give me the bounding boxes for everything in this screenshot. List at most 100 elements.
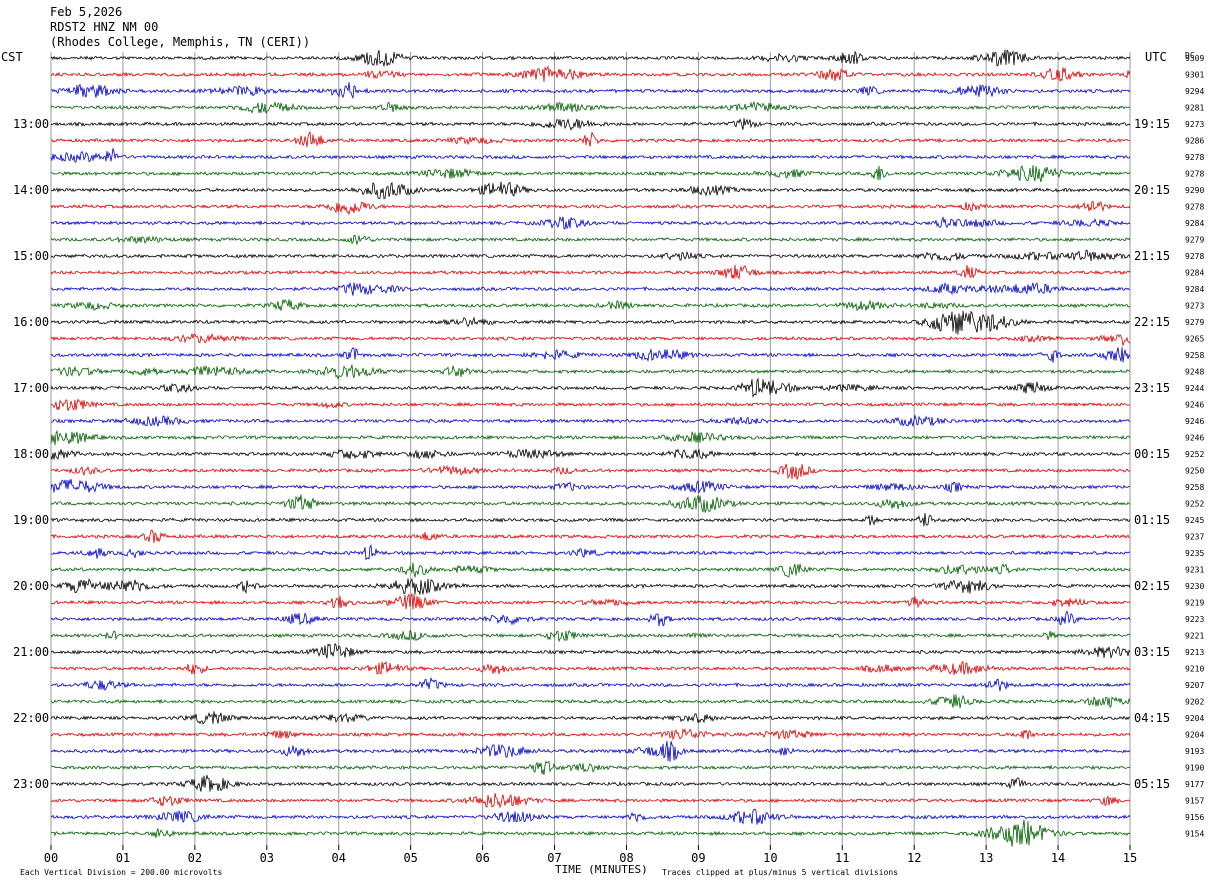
seismic-trace bbox=[50, 494, 1131, 513]
dc-offset-label: 9284 bbox=[1185, 269, 1204, 278]
x-tick-label: 06 bbox=[475, 851, 489, 865]
left-hour-label: 14:00 bbox=[13, 183, 49, 197]
seismic-trace bbox=[50, 65, 1131, 83]
header-station: RDST2 HNZ NM 00 bbox=[50, 20, 158, 34]
x-axis-title: TIME (MINUTES) bbox=[555, 863, 648, 876]
dc-offset-label: 9246 bbox=[1185, 417, 1204, 426]
x-tick-label: 11 bbox=[835, 851, 849, 865]
x-tick-label: 08 bbox=[619, 851, 633, 865]
x-tick-label: 01 bbox=[116, 851, 130, 865]
dc-offset-label: 9301 bbox=[1185, 71, 1204, 80]
x-tick-label: 10 bbox=[763, 851, 777, 865]
dc-offset-label: 9278 bbox=[1185, 170, 1204, 179]
dc-offset-label: 9219 bbox=[1185, 599, 1204, 608]
dc-offset-label: 9245 bbox=[1185, 516, 1204, 525]
left-hour-label: 20:00 bbox=[13, 579, 49, 593]
dc-offset-label: 9286 bbox=[1185, 137, 1204, 146]
dc-offset-label: 9221 bbox=[1185, 632, 1204, 641]
left-hour-label: 21:00 bbox=[13, 645, 49, 659]
dc-offset-label: 9284 bbox=[1185, 285, 1204, 294]
dc-offset-label: 9250 bbox=[1185, 467, 1204, 476]
dc-offset-label: 9235 bbox=[1185, 549, 1204, 558]
dc-offset-label: 9258 bbox=[1185, 483, 1204, 492]
seismic-trace bbox=[50, 347, 1131, 363]
minute-grid bbox=[50, 52, 1131, 845]
dc-label: DC bbox=[1185, 51, 1195, 60]
seismic-trace bbox=[50, 398, 1131, 412]
seismic-trace bbox=[50, 264, 1131, 280]
seismic-trace bbox=[51, 819, 1131, 847]
dc-offset-label: 9231 bbox=[1185, 566, 1204, 575]
x-tick-label: 05 bbox=[403, 851, 417, 865]
right-hour-label: 23:15 bbox=[1134, 381, 1170, 395]
dc-offset-label: 9190 bbox=[1185, 764, 1204, 773]
seismic-trace bbox=[50, 808, 1131, 825]
seismic-trace bbox=[50, 118, 1131, 131]
dc-offset-label: 9273 bbox=[1185, 302, 1204, 311]
seismic-trace bbox=[50, 544, 1131, 561]
dc-offset-label: 9193 bbox=[1185, 747, 1204, 756]
seismic-trace bbox=[50, 676, 1131, 692]
seismic-trace bbox=[50, 234, 1131, 246]
seismic-trace bbox=[50, 215, 1131, 230]
dc-offset-label: 9281 bbox=[1185, 104, 1204, 113]
right-zone-label: UTC bbox=[1145, 50, 1167, 64]
seismic-trace bbox=[50, 281, 1131, 296]
left-hour-label: 15:00 bbox=[13, 249, 49, 263]
seismic-trace bbox=[50, 711, 1131, 725]
dc-offset-label: 9156 bbox=[1185, 813, 1204, 822]
seismic-trace bbox=[51, 414, 1131, 428]
left-hour-label: 19:00 bbox=[13, 513, 49, 527]
seismic-trace bbox=[51, 660, 1131, 676]
x-tick-label: 04 bbox=[332, 851, 346, 865]
seismic-trace bbox=[50, 310, 1131, 335]
right-hour-labels: 19:15 20:15 21:15 22:15 23:15 00:15 01:15 02:15… bbox=[1134, 117, 1170, 791]
dc-offset-label: 9237 bbox=[1185, 533, 1204, 542]
dc-offset-label: 9177 bbox=[1185, 780, 1204, 789]
right-hour-label: 03:15 bbox=[1134, 645, 1170, 659]
dc-offset-label: 9273 bbox=[1185, 120, 1204, 129]
seismic-trace bbox=[50, 578, 1131, 595]
seismic-trace bbox=[50, 165, 1131, 183]
seismic-trace bbox=[50, 642, 1131, 660]
seismic-trace bbox=[50, 529, 1131, 544]
seismic-trace bbox=[50, 727, 1131, 741]
x-tick-label: 02 bbox=[188, 851, 202, 865]
seismic-trace bbox=[50, 774, 1131, 792]
dc-offset-label: 9244 bbox=[1185, 384, 1204, 393]
seismic-trace bbox=[50, 793, 1131, 809]
dc-offset-labels: 9309 9301 9294 9281 9273 9286 9278 9278 9290 9278… bbox=[1185, 54, 1204, 839]
seismic-trace bbox=[50, 562, 1131, 579]
dc-offset-label: 9252 bbox=[1185, 500, 1204, 509]
dc-offset-label: 9278 bbox=[1185, 203, 1204, 212]
seismic-trace bbox=[50, 463, 1131, 480]
right-hour-label: 20:15 bbox=[1134, 183, 1170, 197]
dc-offset-label: 9210 bbox=[1185, 665, 1204, 674]
dc-offset-label: 9279 bbox=[1185, 236, 1204, 245]
x-tick-label: 07 bbox=[547, 851, 561, 865]
dc-offset-label: 9213 bbox=[1185, 648, 1204, 657]
seismic-trace bbox=[50, 610, 1131, 627]
left-hour-label: 18:00 bbox=[13, 447, 49, 461]
left-hour-labels: 13:00 14:00 15:00 16:00 17:00 18:00 19:00 20:00… bbox=[13, 117, 49, 791]
dc-offset-label: 9202 bbox=[1185, 698, 1204, 707]
dc-offset-label: 9248 bbox=[1185, 368, 1204, 377]
seismic-trace bbox=[50, 148, 1131, 163]
right-hour-label: 19:15 bbox=[1134, 117, 1170, 131]
left-hour-label: 17:00 bbox=[13, 381, 49, 395]
seismic-trace bbox=[51, 82, 1131, 100]
dc-offset-label: 9252 bbox=[1185, 450, 1204, 459]
right-hour-label: 02:15 bbox=[1134, 579, 1170, 593]
dc-offset-label: 9294 bbox=[1185, 87, 1204, 96]
seismic-trace bbox=[50, 512, 1131, 527]
dc-offset-label: 9278 bbox=[1185, 252, 1204, 261]
header-location: (Rhodes College, Memphis, TN (CERI)) bbox=[50, 35, 310, 49]
left-hour-label: 16:00 bbox=[13, 315, 49, 329]
left-hour-label: 13:00 bbox=[13, 117, 49, 131]
footer-scale-text: Each Vertical Division = 200.00 microvol… bbox=[20, 868, 222, 877]
left-hour-label: 23:00 bbox=[13, 777, 49, 791]
seismic-trace bbox=[50, 448, 1131, 460]
dc-offset-label: 9278 bbox=[1185, 153, 1204, 162]
dc-offset-label: 9284 bbox=[1185, 219, 1204, 228]
seismic-trace bbox=[50, 592, 1131, 610]
